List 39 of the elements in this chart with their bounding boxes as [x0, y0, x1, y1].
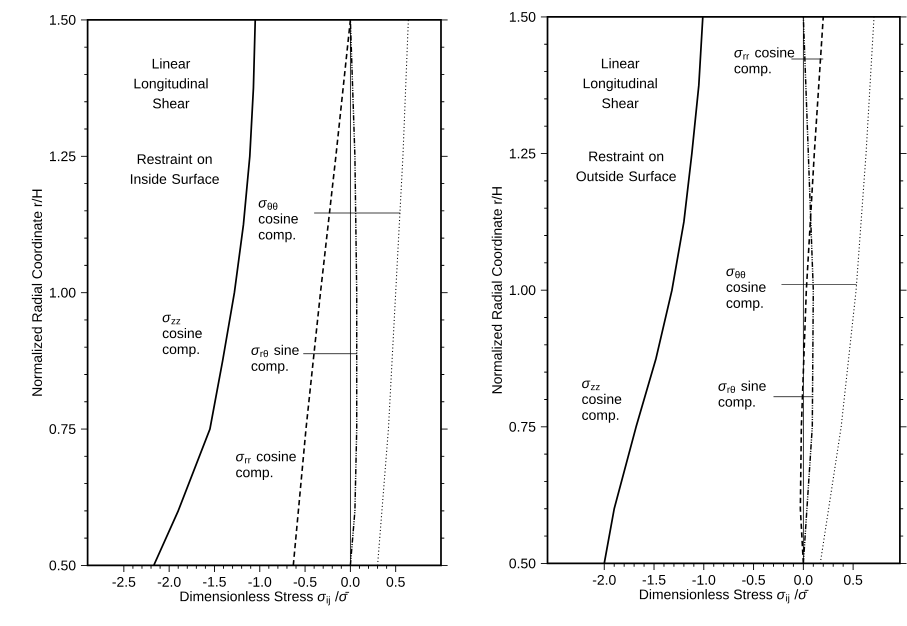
annotation: σ$_{θθ}$ cosine comp.	[258, 200, 298, 242]
annotation: σ$_{zz}$ cosine comp.	[582, 380, 622, 423]
annotation: σ$_{rr}$ cosine comp.	[734, 47, 794, 76]
x-tick-label: 0.0	[794, 574, 812, 585]
annotation: σ$_{zz}$ cosine comp.	[162, 314, 202, 357]
y-tick-label: 1.25	[510, 148, 536, 158]
annotation: σ$_{θθ}$ cosine comp.	[726, 268, 766, 311]
y-tick-label: 0.75	[49, 424, 76, 434]
y-tick-label: 0.50	[49, 560, 76, 570]
x-tick-label: -2.0	[592, 574, 616, 585]
annotation: σ$_{rθ}$ sine comp.	[718, 380, 766, 410]
x-tick-label: 0.5	[844, 574, 862, 585]
x-tick-label: -0.5	[742, 574, 765, 585]
annotation: Restraint on Outside Surface	[576, 151, 676, 182]
x-axis-title: Dimensionless Stress σ$_{ij}$ /σ̄	[640, 589, 809, 604]
annotation: σ$_{rθ}$ sine comp.	[251, 344, 299, 374]
y-tick-label: 1.50	[510, 12, 536, 22]
annotation: Linear Longitudinal Shear	[134, 58, 208, 108]
annotation: Restraint on Inside Surface	[130, 154, 219, 184]
x-tick-label: -1.0	[692, 574, 716, 585]
x-axis-title: Dimensionless Stress σ$_{ij}$ /σ̄	[180, 591, 350, 606]
x-tick-label: -2.0	[158, 576, 181, 587]
x-tick-label: 0.0	[341, 576, 360, 587]
y-axis-title: Normalized Radial Coordinate r/H	[32, 190, 42, 396]
y-tick-label: 0.75	[509, 422, 536, 432]
annotation: Linear Longitudinal Shear	[584, 58, 657, 108]
y-axis-title: Normalized Radial Coordinate r/H	[492, 187, 502, 394]
x-tick-label: -1.0	[248, 576, 272, 587]
x-tick-label: -1.5	[642, 574, 666, 585]
y-tick-label: 1.00	[510, 285, 536, 296]
x-tick-label: -0.5	[294, 576, 316, 587]
x-tick-label: -2.5	[112, 576, 136, 587]
y-tick-label: 1.00	[50, 288, 76, 298]
y-tick-label: 1.50	[50, 14, 76, 25]
annotation: σ$_{rr}$ cosine comp.	[236, 451, 296, 480]
y-tick-label: 1.25	[50, 151, 76, 162]
y-tick-label: 0.50	[509, 558, 536, 568]
x-tick-label: -1.5	[203, 576, 226, 587]
x-tick-label: 0.5	[386, 576, 405, 587]
